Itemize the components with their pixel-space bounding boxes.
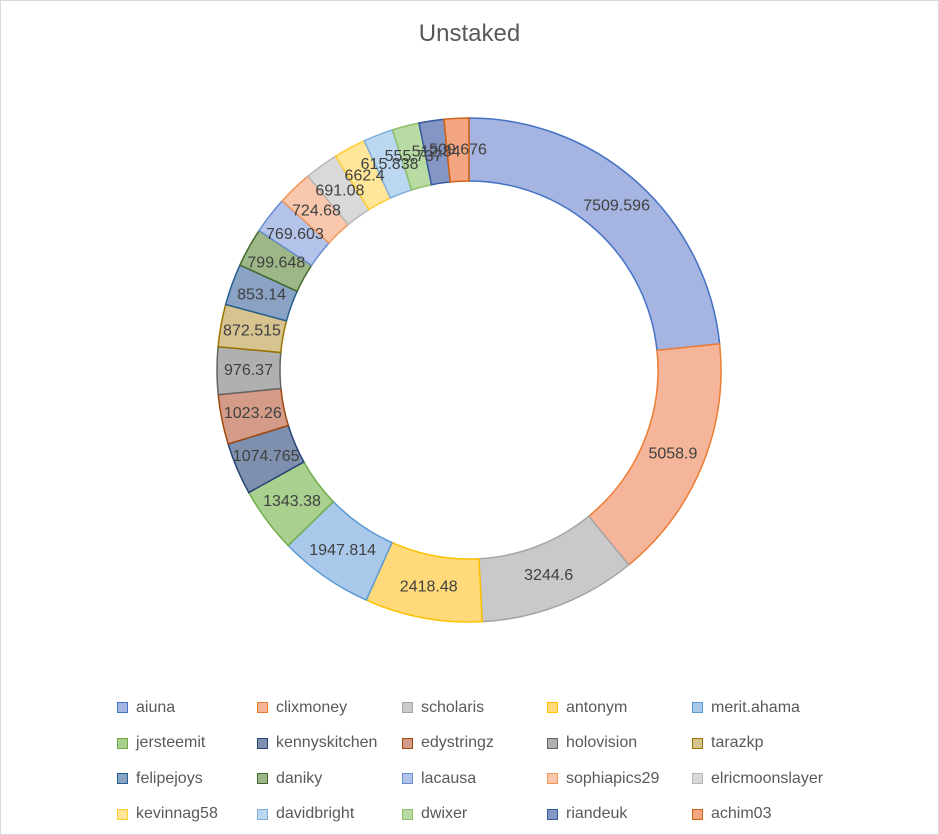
data-label-jersteemit: 1343.38 <box>263 493 321 510</box>
legend-item-aiuna: aiuna <box>117 690 257 726</box>
chart-legend: aiuna clixmoney scholaris antonym merit.aham… <box>117 690 857 832</box>
data-label-holovision: 976.37 <box>224 362 273 379</box>
legend-label: kennyskitchen <box>276 734 378 752</box>
legend-item-holovision: holovision <box>547 726 692 762</box>
legend-swatch <box>257 773 268 785</box>
data-label-scholaris: 3244.6 <box>524 567 573 584</box>
data-label-kennyskitchen: 1074.765 <box>233 448 300 465</box>
legend-label: lacausa <box>421 769 477 787</box>
legend-item-achim03: achim03 <box>692 797 852 833</box>
legend-swatch <box>547 773 558 785</box>
legend-swatch <box>692 773 703 785</box>
legend-swatch <box>402 773 413 785</box>
data-label-davidbright: 615.838 <box>361 156 419 173</box>
legend-label: antonym <box>566 698 628 716</box>
legend-label: daniky <box>276 769 323 787</box>
legend-label: elricmoonslayer <box>711 769 824 787</box>
legend-label: aiuna <box>136 698 176 716</box>
legend-swatch <box>257 737 268 749</box>
slice-achim03 <box>443 117 470 183</box>
data-label-tarazkp: 872.515 <box>223 323 281 340</box>
legend-item-daniky: daniky <box>257 761 402 797</box>
legend-item-sophiapics29: sophiapics29 <box>547 761 692 797</box>
legend-label: holovision <box>566 734 638 752</box>
legend-swatch <box>547 808 558 820</box>
data-label-achim03: 509.676 <box>429 141 487 158</box>
legend-label: davidbright <box>276 805 355 823</box>
legend-item-clixmoney: clixmoney <box>257 690 402 726</box>
legend-label: achim03 <box>711 805 772 823</box>
legend-swatch <box>692 702 703 714</box>
legend-item-davidbright: davidbright <box>257 797 402 833</box>
data-label-daniky: 799.648 <box>247 254 305 271</box>
data-label-felipejoys: 853.14 <box>237 287 286 304</box>
legend-swatch <box>547 702 558 714</box>
legend-swatch <box>402 737 413 749</box>
data-label-sophiapics29: 724.68 <box>292 202 341 219</box>
legend-swatch <box>257 702 268 714</box>
data-label-antonym: 2418.48 <box>400 578 458 595</box>
legend-label: riandeuk <box>566 805 628 823</box>
legend-item-merit.ahama: merit.ahama <box>692 690 852 726</box>
legend-label: merit.ahama <box>711 698 800 716</box>
data-label-elricmoonslayer: 691.08 <box>315 183 364 200</box>
legend-label: scholaris <box>421 698 485 716</box>
legend-swatch <box>692 737 703 749</box>
legend-item-edystringz: edystringz <box>402 726 547 762</box>
legend-swatch <box>692 808 703 820</box>
legend-label: tarazkp <box>711 734 764 752</box>
legend-item-riandeuk: riandeuk <box>547 797 692 833</box>
legend-swatch <box>117 808 128 820</box>
legend-item-kevinnag58: kevinnag58 <box>117 797 257 833</box>
legend-swatch <box>117 773 128 785</box>
data-label-kevinnag58: 662.4 <box>345 167 385 184</box>
legend-item-scholaris: scholaris <box>402 690 547 726</box>
data-label-clixmoney: 5058.9 <box>648 445 697 462</box>
legend-item-kennyskitchen: kennyskitchen <box>257 726 402 762</box>
chart-title: Unstaked <box>418 20 521 47</box>
slice-aiuna <box>468 117 721 352</box>
legend-label: dwixer <box>421 805 468 823</box>
legend-item-antonym: antonym <box>547 690 692 726</box>
data-label-dwixer: 555.737 <box>385 148 443 165</box>
legend-label: kevinnag58 <box>136 805 218 823</box>
legend-item-dwixer: dwixer <box>402 797 547 833</box>
legend-swatch <box>117 702 128 714</box>
legend-swatch <box>402 702 413 714</box>
data-label-riandeuk: 512.84 <box>412 143 461 160</box>
data-label-lacausa: 769.603 <box>266 226 324 243</box>
legend-item-jersteemit: jersteemit <box>117 726 257 762</box>
legend-swatch <box>547 737 558 749</box>
legend-swatch <box>402 808 413 820</box>
legend-label: edystringz <box>421 734 494 752</box>
legend-label: sophiapics29 <box>566 769 660 787</box>
legend-item-lacausa: lacausa <box>402 761 547 797</box>
legend-swatch <box>257 808 268 820</box>
legend-item-elricmoonslayer: elricmoonslayer <box>692 761 852 797</box>
legend-swatch <box>117 737 128 749</box>
legend-label: felipejoys <box>136 769 203 787</box>
legend-label: jersteemit <box>136 734 206 752</box>
data-label-merit.ahama: 1947.814 <box>309 542 376 559</box>
legend-item-tarazkp: tarazkp <box>692 726 852 762</box>
legend-item-felipejoys: felipejoys <box>117 761 257 797</box>
data-label-edystringz: 1023.26 <box>224 405 282 422</box>
data-label-aiuna: 7509.596 <box>583 198 650 215</box>
legend-label: clixmoney <box>276 698 348 716</box>
